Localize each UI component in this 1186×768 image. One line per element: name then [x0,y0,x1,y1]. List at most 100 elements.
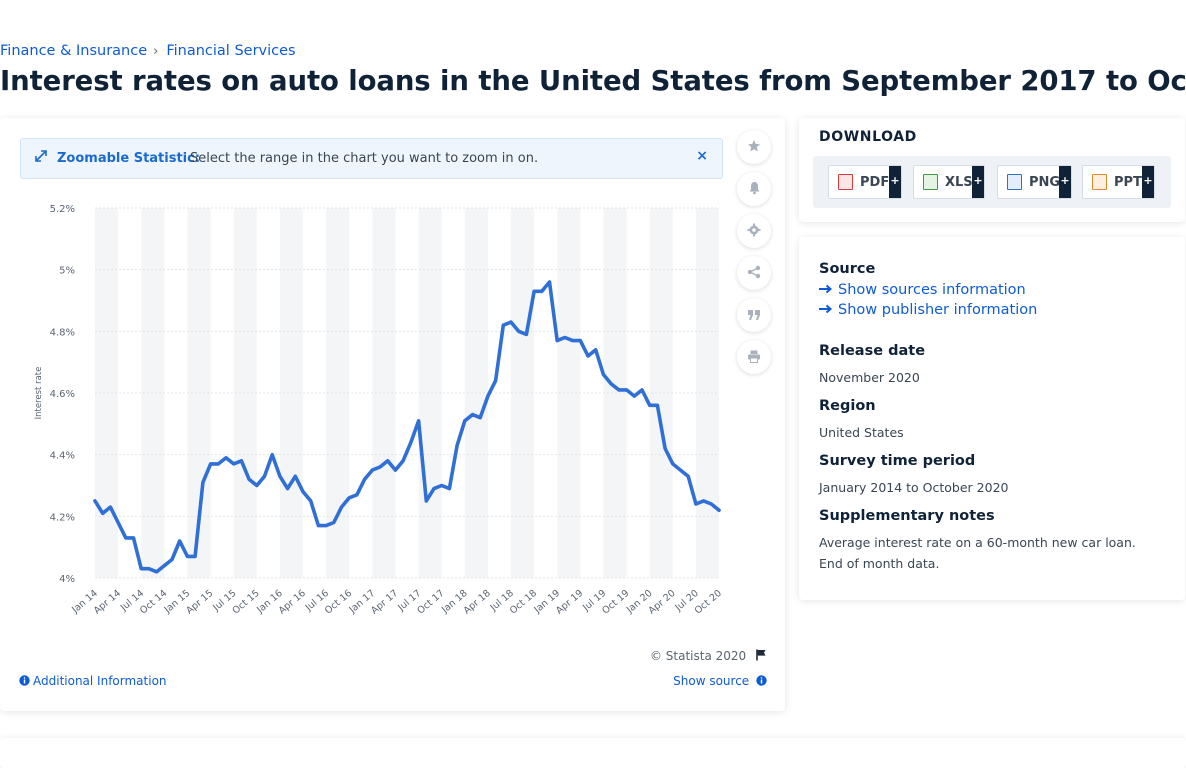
zoom-banner-text: Select the range in the chart you want t… [190,151,539,166]
breadcrumb-financial-services[interactable]: Financial Services [166,43,296,59]
info-icon [753,674,767,688]
pdf-file-icon [838,174,853,190]
download-png-button[interactable]: PNG + [997,165,1072,199]
ppt-file-icon [1092,174,1107,190]
xls-file-icon [923,174,938,190]
y-tick-label: 4.4% [50,451,75,462]
region-value: United States [819,425,904,440]
show-publisher-link[interactable]: Show publisher information [819,302,1037,318]
quote-icon [747,306,761,325]
region-heading: Region [819,398,876,414]
breadcrumb-finance-insurance[interactable]: Finance & Insurance [0,43,148,59]
close-icon[interactable]: × [696,148,708,164]
series-line [93,280,721,574]
grid-band [233,208,257,578]
settings-button[interactable] [737,214,771,248]
source-section: Source Show sources information Show pub… [819,261,1037,318]
gear-icon [747,222,761,241]
lower-card [0,738,1186,768]
supplementary-notes-heading: Supplementary notes [819,508,995,524]
bell-icon [748,180,761,199]
plus-icon: + [1142,166,1154,198]
x-tick-label: Apr 15 [184,588,215,617]
additional-information-link[interactable]: Additional Information [19,674,167,688]
x-tick-label: Apr 14 [92,588,123,617]
arrow-right-icon [819,282,838,298]
download-png-label: PNG [1029,174,1061,190]
additional-information-label: Additional Information [33,674,167,688]
chart-card: Zoomable Statistic: Select the range in … [0,118,785,711]
release-date-value: November 2020 [819,370,920,385]
arrow-right-icon [819,302,838,318]
download-pdf-button[interactable]: PDF + [828,165,902,199]
survey-period-value: January 2014 to October 2020 [819,480,1009,495]
download-card: DOWNLOAD PDF + XLS + PNG + PPT + [799,118,1185,222]
notification-button[interactable] [737,172,771,206]
supplementary-notes-section: Supplementary notes Average interest rat… [819,508,1159,574]
plus-icon: + [1059,166,1071,198]
grid-band [649,208,673,578]
y-tick-label: 4.8% [50,327,75,338]
breadcrumb: Finance & Insurance › Financial Services [0,43,296,59]
grid-band [95,208,119,578]
star-icon [747,138,761,157]
print-icon [747,348,761,367]
chart-toolbar [737,130,773,382]
page-title: Interest rates on auto loans in the Unit… [0,65,1186,97]
download-xls-button[interactable]: XLS + [913,165,985,199]
x-tick-label: Oct 18 [508,588,539,617]
zoom-banner: Zoomable Statistic: Select the range in … [20,138,723,179]
y-tick-label: 4.6% [50,389,75,400]
x-tick-label: Oct 15 [230,588,261,617]
y-tick-label: 5% [59,266,75,277]
print-button[interactable] [737,340,771,374]
download-ppt-button[interactable]: PPT + [1082,165,1155,199]
grid-band [326,208,350,578]
x-tick-label: Apr 19 [554,588,585,617]
y-tick-label: 5.2% [50,204,75,215]
y-axis-label: Interest rate [34,367,44,420]
x-tick-label: Oct 19 [600,588,631,617]
copyright: © Statista 2020 [650,649,767,663]
cite-button[interactable] [737,298,771,332]
line-chart[interactable]: 4%4.2%4.4%4.6%4.8%5%5.2%Interest rateJan… [0,188,740,628]
show-sources-label: Show sources information [838,282,1026,298]
copyright-text: © Statista 2020 [649,649,747,663]
breadcrumb-separator: › [153,44,159,59]
region-section: Region United States [819,398,904,443]
show-publisher-label: Show publisher information [838,302,1038,318]
share-button[interactable] [737,256,771,290]
supplementary-notes-value: Average interest rate on a 60-month new … [819,535,1136,571]
x-tick-label: Apr 18 [462,588,493,617]
statistic-details-card: Source Show sources information Show pub… [799,237,1185,600]
y-tick-label: 4% [59,574,75,585]
x-tick-label: Apr 17 [369,588,400,617]
favorite-button[interactable] [737,130,771,164]
show-source-label: Show source [673,674,750,688]
download-heading: DOWNLOAD [819,129,917,145]
download-xls-label: XLS [945,174,973,190]
plus-icon: + [889,166,901,198]
flag-icon[interactable] [750,649,767,663]
x-tick-label: Oct 17 [415,588,446,617]
x-tick-label: Apr 16 [277,588,308,617]
x-tick-label: Apr 20 [646,588,677,617]
show-sources-link[interactable]: Show sources information [819,282,1037,298]
show-source-link[interactable]: Show source [673,674,767,688]
release-date-section: Release date November 2020 [819,343,925,388]
survey-period-section: Survey time period January 2014 to Octob… [819,453,1008,498]
download-buttons: PDF + XLS + PNG + PPT + [813,156,1171,208]
release-date-heading: Release date [819,343,926,359]
png-file-icon [1007,174,1022,190]
grid-band [418,208,442,578]
plus-icon: + [972,166,984,198]
x-tick-label: Oct 14 [138,588,169,617]
expand-icon [35,139,47,178]
download-ppt-label: PPT [1114,174,1142,190]
survey-period-heading: Survey time period [819,453,976,469]
y-tick-label: 4.2% [50,512,75,523]
download-pdf-label: PDF [860,174,890,190]
zoom-banner-title: Zoomable Statistic: [57,151,201,166]
share-icon [747,264,761,283]
source-heading: Source [819,261,876,277]
